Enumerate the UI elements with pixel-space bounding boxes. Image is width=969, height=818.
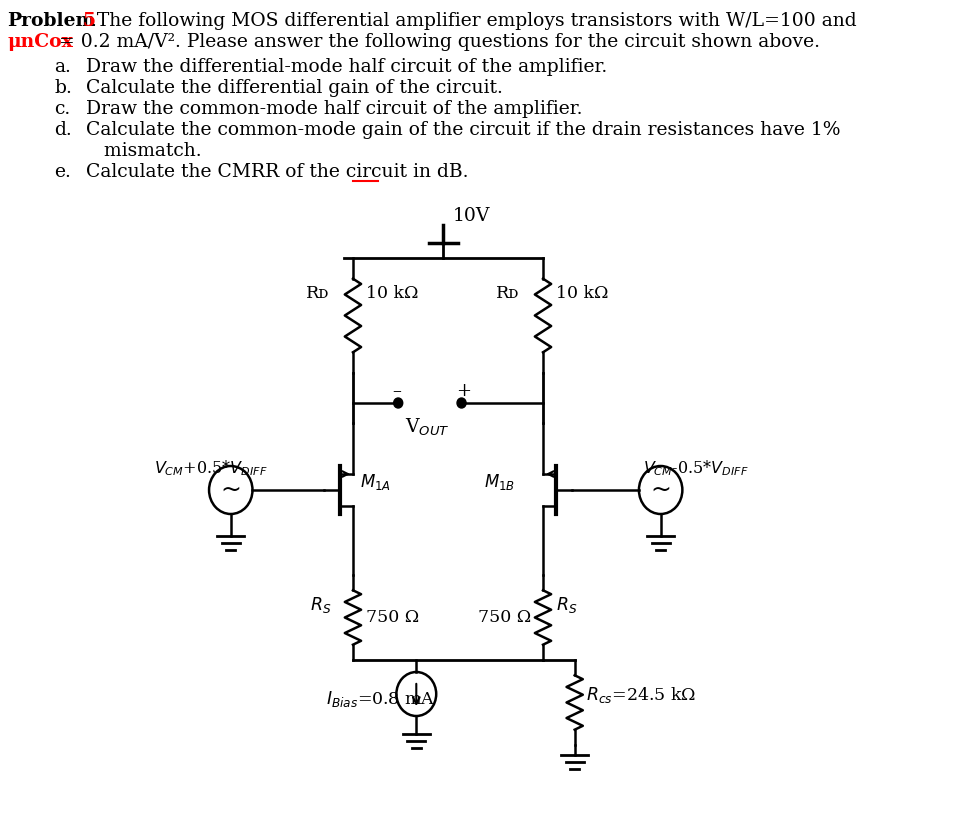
Text: $R_S$: $R_S$ xyxy=(555,595,577,615)
Text: $M_{1A}$: $M_{1A}$ xyxy=(359,472,391,492)
Text: e.: e. xyxy=(54,163,71,181)
Text: Rᴅ: Rᴅ xyxy=(495,285,518,302)
Text: 10 kΩ: 10 kΩ xyxy=(365,285,418,302)
Text: 750 Ω: 750 Ω xyxy=(365,609,419,626)
Circle shape xyxy=(456,398,465,408)
Text: Calculate the common-mode gain of the circuit if the drain resistances have 1%: Calculate the common-mode gain of the ci… xyxy=(75,121,840,139)
Text: $V_{CM}$-0.5*$V_{DIFF}$: $V_{CM}$-0.5*$V_{DIFF}$ xyxy=(641,458,747,478)
Text: c.: c. xyxy=(54,100,71,118)
Text: Draw the common-mode half circuit of the amplifier.: Draw the common-mode half circuit of the… xyxy=(75,100,582,118)
Text: a.: a. xyxy=(54,58,71,76)
Text: mismatch.: mismatch. xyxy=(75,142,202,160)
Text: $M_{1B}$: $M_{1B}$ xyxy=(484,472,515,492)
Text: b.: b. xyxy=(54,79,72,97)
Text: = 0.2 mA/V². Please answer the following questions for the circuit shown above.: = 0.2 mA/V². Please answer the following… xyxy=(53,33,820,51)
Text: $I_{Bias}$=0.8 mA: $I_{Bias}$=0.8 mA xyxy=(326,689,435,709)
Text: Draw the differential-mode half circuit of the amplifier.: Draw the differential-mode half circuit … xyxy=(75,58,607,76)
Text: ~: ~ xyxy=(649,478,671,502)
Text: d.: d. xyxy=(54,121,72,139)
Text: Calculate the CMRR of the circuit in dB.: Calculate the CMRR of the circuit in dB. xyxy=(75,163,468,181)
Text: 10 kΩ: 10 kΩ xyxy=(555,285,608,302)
Circle shape xyxy=(393,398,402,408)
Text: –: – xyxy=(391,382,400,400)
Text: $V_{CM}$+0.5*$V_{DIFF}$: $V_{CM}$+0.5*$V_{DIFF}$ xyxy=(154,458,267,478)
Text: V$_{OUT}$: V$_{OUT}$ xyxy=(404,417,449,438)
Text: Rᴅ: Rᴅ xyxy=(305,285,328,302)
Text: Problem: Problem xyxy=(7,12,95,30)
Text: +: + xyxy=(455,382,470,400)
Text: .The following MOS differential amplifier employs transistors with W/L=100 and: .The following MOS differential amplifie… xyxy=(91,12,857,30)
Text: 750 Ω: 750 Ω xyxy=(478,609,530,626)
Text: ~: ~ xyxy=(220,478,241,502)
Text: μnCox: μnCox xyxy=(7,33,73,51)
Text: 5: 5 xyxy=(82,12,95,30)
Text: Calculate the differential gain of the circuit.: Calculate the differential gain of the c… xyxy=(75,79,503,97)
Text: $R_S$: $R_S$ xyxy=(309,595,330,615)
Text: 10V: 10V xyxy=(452,207,489,225)
Text: $R_{cs}$=24.5 kΩ: $R_{cs}$=24.5 kΩ xyxy=(585,685,695,705)
